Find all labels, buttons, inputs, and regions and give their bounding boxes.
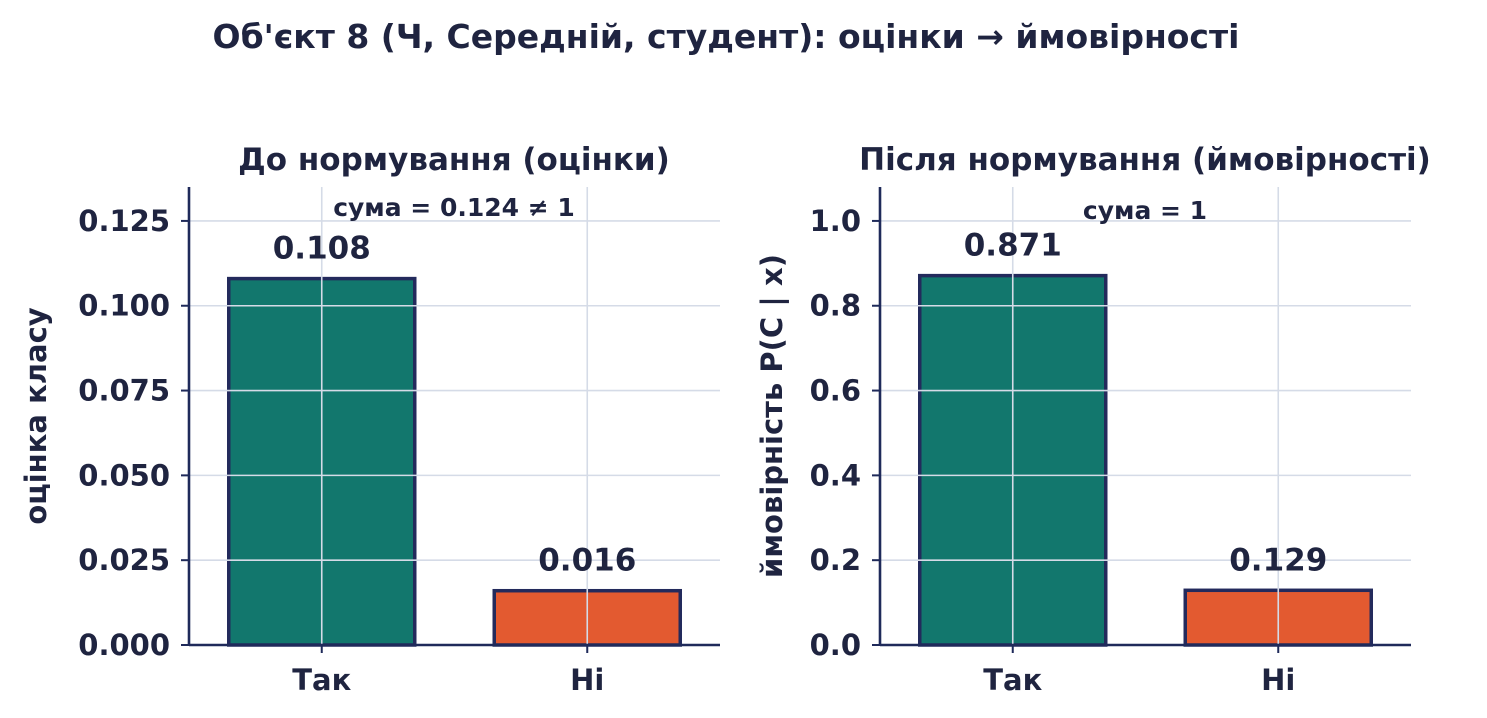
x-tick-label: Так [983,663,1042,697]
sum-annotation: сума = 0.124 ≠ 1 [333,193,575,222]
x-tick-label: Ні [570,663,604,697]
y-tick-label: 0.025 [78,543,170,577]
y-tick-label: 0.075 [78,374,170,408]
y-axis-label: оцінка класу [19,307,53,524]
y-tick-label: 0.050 [78,458,170,492]
bar-value-label: 0.871 [964,228,1062,264]
bar-value-label: 0.129 [1229,542,1327,578]
y-tick-label: 0.125 [78,204,170,238]
y-tick-label: 0.4 [810,458,861,492]
panel-title: До нормування (оцінки) [238,142,670,178]
y-axis-label: ймовірність P(C | x) [755,254,789,578]
panel-title: Після нормування (ймовірності) [859,142,1431,178]
x-tick-label: Ні [1261,663,1295,697]
y-tick-label: 0.100 [78,289,170,323]
sum-annotation: сума = 1 [1083,196,1207,225]
y-tick-label: 0.6 [810,374,861,408]
y-tick-label: 1.0 [810,204,861,238]
y-tick-label: 0.8 [810,289,861,323]
y-tick-label: 0.2 [810,543,861,577]
figure-title: Об'єкт 8 (Ч, Середній, студент): оцінки … [213,17,1240,56]
chart-panel-1: 0.000 0.025 0.050 0.075 0.100 0.125 Так Ні 0.108… [19,142,720,697]
x-tick-label: Так [292,663,351,697]
chart-panel-2: 0.0 0.2 0.4 0.6 0.8 1.0 Так Ні 0.871 0.129 Після н… [755,142,1431,697]
y-tick-label: 0.000 [78,628,170,662]
bar-value-label: 0.108 [273,231,371,267]
bar-value-label: 0.016 [538,543,636,579]
y-tick-label: 0.0 [810,628,861,662]
